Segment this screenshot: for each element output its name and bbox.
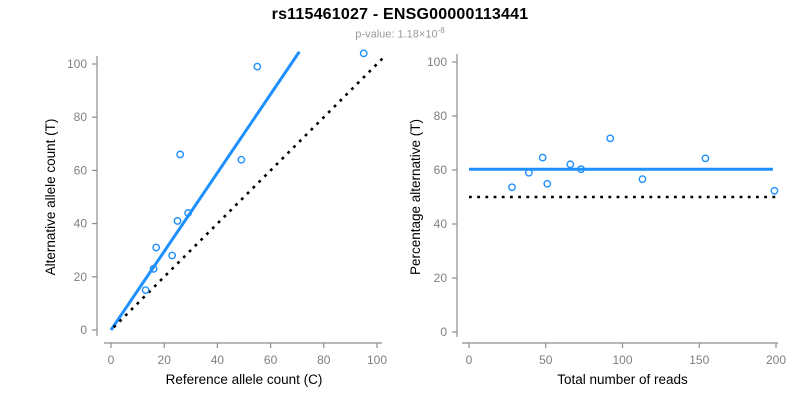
y-tick-label: 100 [67,57,87,71]
x-tick-label: 0 [466,353,473,367]
data-point [176,150,185,159]
x-tick-label: 40 [211,353,225,367]
data-point [152,243,161,252]
y-axis-title: Alternative allele count (T) [43,119,58,276]
data-point [508,183,516,192]
x-tick-label: 20 [158,353,172,367]
y-tick-label: 40 [74,217,88,231]
data-point [701,154,710,163]
y-axis-title: Percentage alternative (T) [408,119,423,275]
data-point [538,153,547,162]
data-point [770,186,779,195]
data-point [141,286,150,295]
data-point [577,165,585,174]
p-value-text: p-value: 1.18×10 [355,28,438,41]
data-point [168,251,177,260]
data-point [543,179,552,188]
x-tick-label: 80 [317,353,331,367]
y-tick-label: 20 [74,270,88,284]
x-axis-title: Total number of reads [557,372,688,387]
y-tick-label: 0 [440,325,447,339]
plot-subtitle: p-value: 1.18×10-8 [0,26,800,41]
data-point [253,62,262,71]
data-point [173,217,182,225]
x-tick-label: 100 [612,353,632,367]
plot-title: rs115461027 - ENSG00000113441 [271,6,529,23]
x-axis-title: Reference allele count (C) [166,372,323,387]
y-tick-label: 80 [434,109,448,123]
data-point [566,160,575,169]
y-tick-label: 60 [434,163,448,177]
y-tick-label: 20 [434,271,448,285]
data-point [149,264,158,273]
data-point [359,49,368,58]
percentage-scatter-plot: 0 50 100 150 200 0 20 40 60 80 100 Total number of … [408,54,786,387]
y-tick-label: 40 [434,217,448,231]
data-point [606,134,615,143]
data-point [184,209,193,217]
x-tick-label: 60 [264,353,278,367]
x-tick-label: 150 [689,353,709,367]
data-point [638,175,647,184]
x-tick-label: 50 [539,353,553,367]
plot-header: rs115461027 - ENSG00000113441 p-value: 1… [0,6,800,41]
data-point [524,168,533,177]
fit-line [109,50,301,331]
x-tick-label: 200 [766,353,786,367]
x-tick-label: 100 [367,353,387,367]
y-tick-label: 0 [80,323,87,337]
p-value-exponent: -8 [437,26,445,35]
y-tick-label: 100 [427,55,447,69]
x-tick-label: 0 [108,353,115,367]
data-point [237,155,246,164]
identity-line [112,54,387,329]
y-tick-label: 80 [74,110,88,124]
y-tick-label: 60 [74,163,88,177]
allele-count-scatter-plot: 0 20 40 60 80 100 0 20 40 60 80 100 Reference allele… [43,49,387,387]
